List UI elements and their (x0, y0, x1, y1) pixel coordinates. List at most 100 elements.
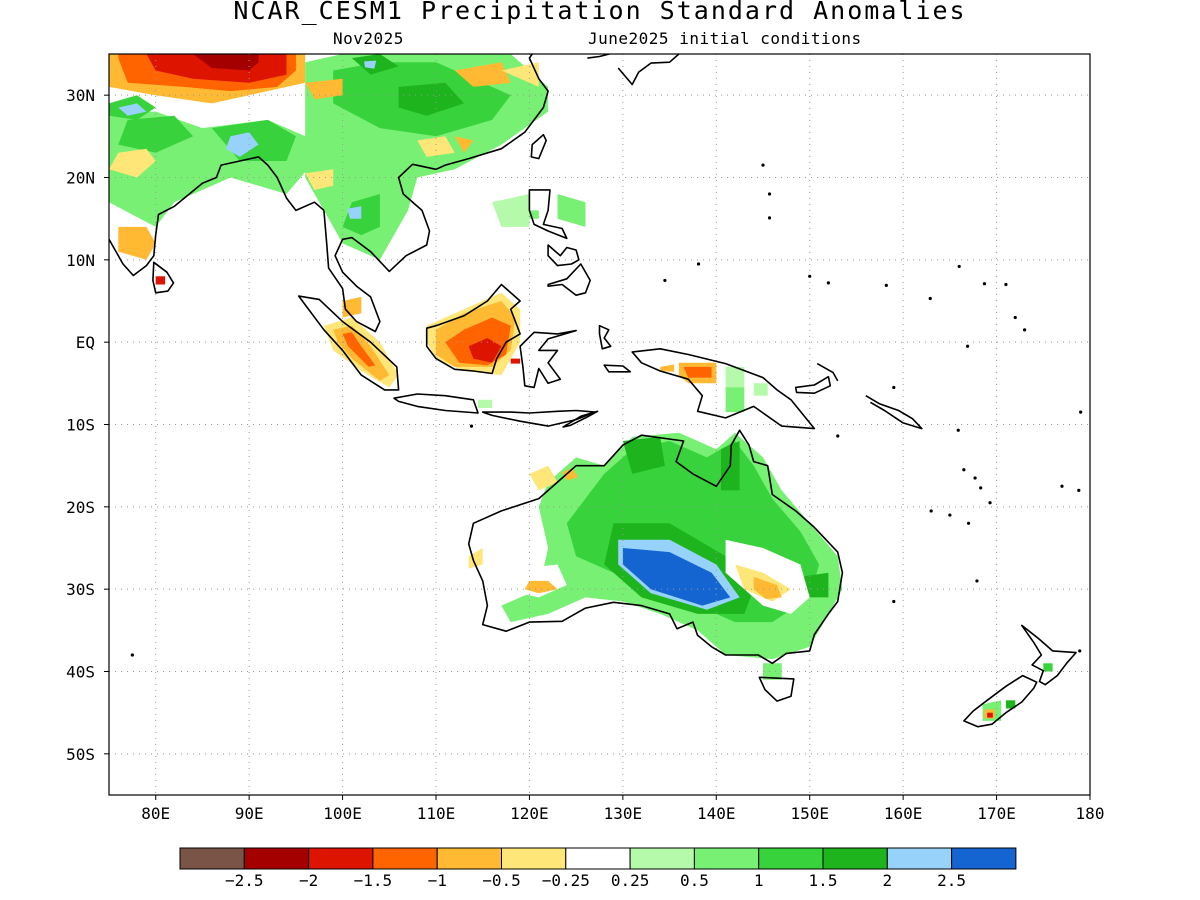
lon-label-90: 90E (235, 804, 264, 823)
anomaly-area-27 (501, 62, 539, 87)
island-15 (1079, 410, 1083, 414)
halmahera-coast (598, 324, 612, 350)
anomaly-area-15 (398, 82, 464, 116)
anomaly-area-22 (417, 136, 455, 157)
island-30 (761, 163, 765, 167)
sumatra-coast (297, 295, 400, 391)
island-32 (836, 434, 840, 438)
lon-label-80: 80E (141, 804, 170, 823)
colorbar-swatch-2 (308, 847, 374, 870)
anomaly-area-66 (1043, 663, 1053, 672)
colorbar-label-0: −2.5 (225, 871, 264, 890)
solomon-coast (865, 395, 923, 430)
taiwan-coast (530, 133, 548, 160)
island-24 (929, 509, 933, 513)
anomaly-area-17 (364, 60, 377, 69)
anomaly-area-9 (118, 103, 147, 116)
lat-label-0: EQ (76, 333, 95, 352)
anomaly-area-53 (501, 523, 539, 565)
colorbar-swatch-5 (501, 847, 567, 870)
tasmania-coast (758, 676, 795, 702)
australia-coast (467, 429, 844, 665)
anomaly-area-41 (725, 387, 745, 413)
lon-label-170: 170E (977, 804, 1016, 823)
anomaly-area-24 (305, 169, 334, 190)
anomaly-area-46 (622, 436, 665, 474)
island-6 (884, 283, 888, 287)
colorbar-label-8: 1 (754, 871, 764, 890)
anomaly-area-59 (529, 465, 558, 491)
island-10 (1004, 282, 1008, 287)
colorbar-swatch-12 (951, 847, 1017, 870)
colorbar-label-7: 0.5 (680, 871, 709, 890)
lon-label-130: 130E (604, 804, 643, 823)
anomaly-area-25 (305, 78, 343, 100)
anomaly-area-35 (468, 338, 502, 363)
island-5 (826, 281, 831, 285)
colorbar-swatch-4 (436, 847, 503, 870)
anomaly-area-39 (683, 366, 712, 378)
colorbar-swatch-3 (372, 847, 438, 870)
island-4 (808, 274, 812, 278)
new-guinea-coast (631, 347, 816, 430)
new-britain-coast (794, 375, 832, 395)
japan-south-coast (617, 54, 680, 86)
coastlines (109, 54, 1083, 728)
island-9 (982, 282, 987, 286)
island-1 (696, 262, 701, 266)
anomaly-area-7 (225, 132, 259, 157)
sulawesi-coast (519, 329, 577, 389)
borneo-coast (425, 283, 521, 375)
timor-coast (562, 410, 599, 428)
anomaly-area-23 (454, 136, 474, 153)
anomaly-area-11 (118, 226, 156, 260)
map-title: NCAR_CESM1 Precipitation Standard Anomal… (233, 0, 967, 25)
malay-indochina-coast (323, 54, 549, 333)
anomaly-area-65 (1005, 700, 1016, 709)
colorbar-label-9: 1.5 (809, 871, 838, 890)
lon-label-150: 150E (790, 804, 829, 823)
lon-label-120: 120E (510, 804, 549, 823)
myanmar-bay-coast (109, 156, 325, 277)
anomaly-area-26 (454, 62, 511, 87)
colorbar-label-6: 0.25 (611, 871, 650, 890)
island-28 (130, 653, 134, 657)
colorbar-label-11: 2.5 (937, 871, 966, 890)
island-11 (1023, 328, 1027, 332)
anomaly-area-42 (753, 383, 768, 396)
anomaly-area-57 (524, 580, 558, 594)
anomaly-area-36 (510, 358, 521, 364)
island-7 (928, 296, 932, 301)
island-21 (988, 501, 992, 505)
colorbar-swatch-10 (822, 847, 888, 870)
java-coast (393, 393, 479, 414)
island-19 (973, 476, 977, 480)
anomaly-area-10 (109, 148, 156, 178)
colorbar-swatch-7 (629, 847, 695, 870)
anomaly-area-58 (468, 548, 483, 569)
island-13 (966, 344, 970, 348)
colorbar-label-1: −2 (299, 871, 318, 890)
anomaly-area-31 (342, 332, 376, 367)
philippines-visayas-coast (547, 244, 580, 267)
anomaly-area-60 (562, 468, 578, 481)
lat-label--20: 20S (66, 498, 95, 517)
forecast-month: Nov2025 (333, 29, 404, 48)
lat-label--50: 50S (66, 745, 95, 764)
colorbar-swatch-9 (758, 847, 824, 870)
colorbar-label-5: −0.25 (542, 871, 590, 890)
island-12 (892, 385, 896, 390)
island-25 (892, 599, 896, 604)
island-23 (966, 521, 971, 525)
korea-coast (587, 54, 619, 59)
sri-lanka-coast (152, 261, 175, 294)
island-22 (948, 513, 952, 517)
lat-label--10: 10S (66, 416, 95, 435)
island-17 (1077, 488, 1081, 492)
anomaly-fill-layer (109, 54, 1053, 721)
anomaly-area-43 (478, 399, 493, 408)
lon-label-160: 160E (884, 804, 923, 823)
colorbar-label-2: −1.5 (354, 871, 393, 890)
island-8 (957, 264, 961, 269)
